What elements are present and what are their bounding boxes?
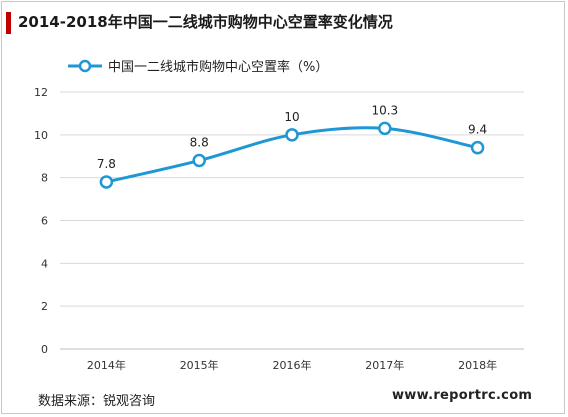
data-point: [285, 128, 299, 142]
x-tick-label: 2018年: [458, 358, 497, 372]
x-tick-label: 2015年: [180, 358, 219, 372]
chart-title: 2014-2018年中国一二线城市购物中心空置率变化情况: [18, 13, 393, 31]
data-label: 8.8: [190, 136, 209, 150]
legend: 中国一二线城市购物中心空置率（%）: [68, 59, 328, 75]
title-accent-bar: [6, 12, 11, 34]
data-point: [470, 140, 485, 155]
x-tick-label: 2016年: [273, 358, 312, 372]
x-axis-ticks: 2014年 2015年 2016年 2017年 2018年: [87, 358, 497, 372]
x-tick-label: 2017年: [365, 358, 404, 372]
y-axis-ticks: 0 2 4 6 8 10 12: [34, 86, 48, 356]
data-source: 数据来源：锐观咨询: [38, 394, 156, 409]
website-url: www.reportrc.com: [392, 388, 533, 403]
data-point: [378, 121, 392, 136]
y-tick-label: 4: [41, 257, 48, 270]
x-tick-label: 2014年: [87, 358, 126, 372]
data-point: [99, 175, 114, 189]
data-label: 10: [284, 110, 299, 124]
y-tick-label: 6: [41, 215, 48, 228]
data-label: 9.4: [468, 123, 487, 137]
data-point: [192, 153, 206, 168]
y-tick-label: 10: [34, 129, 48, 142]
y-tick-label: 0: [41, 343, 48, 356]
legend-label: 中国一二线城市购物中心空置率（%）: [108, 59, 328, 75]
series-line: 7.8 8.8 10 10.3 9.4: [97, 103, 487, 189]
y-tick-label: 8: [41, 172, 48, 185]
data-label: 7.8: [97, 157, 116, 171]
y-tick-label: 2: [41, 300, 48, 313]
data-label: 10.3: [371, 103, 398, 117]
legend-marker: [78, 59, 92, 73]
y-tick-label: 12: [34, 86, 48, 99]
